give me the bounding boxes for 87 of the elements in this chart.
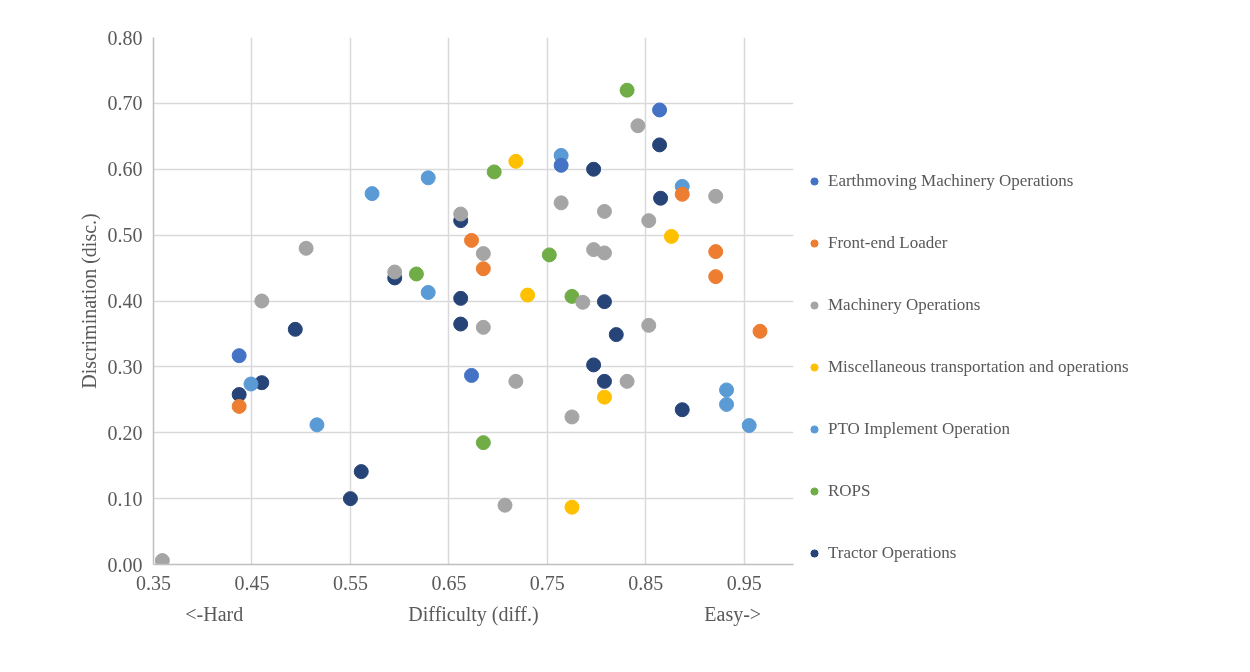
point (475, 261, 491, 277)
point (596, 389, 612, 405)
point (453, 316, 469, 332)
point (708, 244, 724, 260)
text: <-Hard (185, 602, 244, 625)
legend-label: Miscellaneous transportation and operations (828, 356, 1129, 378)
point (231, 398, 247, 414)
point (475, 246, 491, 262)
point (586, 357, 602, 373)
point (575, 294, 591, 310)
point (663, 228, 679, 244)
point (641, 317, 657, 333)
point (652, 102, 668, 118)
point (298, 240, 314, 256)
x-tick-label: 0.45 (234, 571, 270, 594)
legend-label: PTO Implement Operation (828, 418, 1010, 440)
point (596, 294, 612, 310)
point (553, 157, 569, 173)
y-tick-label: 0.50 (107, 224, 143, 247)
legend-label: ROPS (828, 480, 871, 502)
point (596, 245, 612, 261)
legend-label: Machinery Operations (828, 294, 981, 316)
x-tick-label: 0.55 (332, 571, 368, 594)
x-tick-label: 0.75 (529, 571, 565, 594)
text: Easy-> (704, 602, 762, 626)
x-axis-title: Difficulty (diff.) (408, 602, 539, 626)
point (619, 82, 635, 98)
y-tick-label: 0.80 (107, 26, 143, 49)
point (420, 284, 436, 300)
point (653, 190, 669, 206)
y-tick-label: 0.10 (107, 487, 143, 510)
y-axis-title: Discrimination (disc.) (77, 213, 101, 389)
point (508, 373, 524, 389)
point (641, 213, 657, 229)
point (453, 206, 469, 222)
point (453, 290, 469, 306)
point (254, 293, 270, 309)
point (674, 186, 690, 202)
point (541, 247, 557, 263)
point (408, 266, 424, 282)
point (497, 497, 513, 513)
point (231, 348, 247, 364)
point (353, 464, 369, 480)
point (553, 195, 569, 211)
point (719, 382, 735, 398)
point (243, 376, 259, 392)
point (564, 288, 580, 304)
point (596, 373, 612, 389)
legend-label: Tractor Operations (828, 542, 957, 564)
y-tick-label: 0.30 (107, 355, 143, 378)
point (342, 491, 358, 507)
legend-label: Earthmoving Machinery Operations (828, 170, 1074, 192)
point (564, 499, 580, 515)
point (387, 264, 403, 280)
point (630, 118, 646, 134)
point (752, 323, 768, 339)
point (464, 367, 480, 383)
point (364, 186, 380, 202)
point (287, 321, 303, 337)
point (508, 153, 524, 169)
point (608, 327, 624, 343)
point (564, 409, 580, 425)
point (674, 402, 690, 418)
point (652, 137, 668, 153)
point (475, 435, 491, 451)
point (741, 418, 757, 433)
y-tick-label: 0.70 (107, 92, 143, 115)
point (154, 553, 170, 565)
y-tick-label: 0.60 (107, 158, 143, 181)
point (520, 287, 536, 303)
point (596, 203, 612, 219)
point (420, 170, 436, 186)
point (475, 319, 491, 335)
point (486, 164, 502, 180)
point (464, 232, 480, 248)
legend-label: Front-end Loader (828, 232, 948, 254)
point (708, 188, 724, 204)
point (309, 417, 325, 433)
y-tick-label: 0.20 (107, 421, 143, 444)
point (586, 161, 602, 177)
point (719, 396, 735, 412)
x-tick-label: 0.85 (628, 571, 664, 594)
point (708, 269, 724, 285)
x-tick-label: 0.95 (726, 571, 762, 594)
y-tick-label: 0.40 (107, 290, 143, 312)
point (619, 373, 635, 389)
x-tick-label: 0.65 (431, 571, 467, 594)
